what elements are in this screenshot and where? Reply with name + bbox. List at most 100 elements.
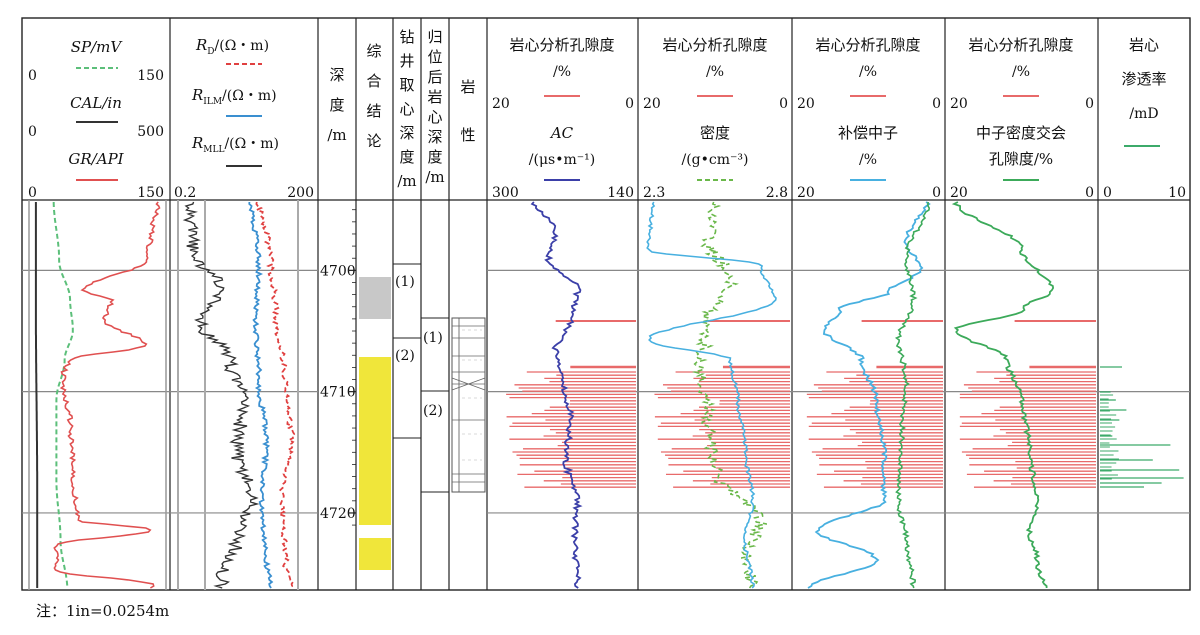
drill-label-char: 度 — [399, 148, 414, 166]
ac-unit: /(μs•m⁻¹) — [529, 152, 595, 168]
conclusion-label-char: 论 — [366, 132, 381, 150]
depth-label-char: 度 — [329, 96, 344, 114]
core-intervals: (1) (2) (1) (2) — [392, 263, 450, 493]
restored-interval-label: (2) — [423, 403, 443, 419]
den-por-unit: /% — [706, 64, 724, 80]
conclusion-gray-block — [359, 277, 391, 319]
lith-label-char: 性 — [460, 126, 475, 144]
cnl-track-header: 岩心分析孔隙度 /% 20 0 补偿中子 /% 20 0 — [797, 36, 941, 201]
den-por-min: 20 — [643, 96, 661, 112]
ac-label: AC — [549, 124, 574, 142]
cnl-max: 0 — [932, 185, 941, 201]
drill-interval-label: (1) — [395, 274, 415, 290]
restored-label-char: 深 — [427, 128, 442, 146]
restored-label-char: 后 — [427, 68, 442, 86]
drill-label-char: 井 — [399, 52, 414, 70]
ac-por-min: 20 — [492, 96, 510, 112]
conclusion-label-char: 综 — [366, 42, 381, 60]
drill-label-char: 取 — [399, 76, 414, 94]
lithology-column — [451, 317, 486, 493]
ac-track-header: 岩心分析孔隙度 /% 20 0 AC /(μs•m⁻¹) 300 140 — [492, 36, 634, 201]
perm-track-header: 岩心 渗透率 /mD 0 10 — [1103, 36, 1186, 201]
den-unit: /(g•cm⁻³) — [682, 152, 749, 168]
drill-label-char: 深 — [399, 124, 414, 142]
depth-labels: 4700 4710 4720 — [320, 209, 356, 526]
depth-label-char: /m — [327, 126, 346, 144]
nd-por-title: 岩心分析孔隙度 — [968, 36, 1073, 54]
nd-label2: 孔隙度/% — [989, 150, 1053, 168]
conclusion-label-char: 结 — [366, 102, 381, 120]
cnl-overlay — [646, 201, 777, 589]
cal-min: 0 — [28, 124, 37, 140]
log-curves — [34, 201, 1055, 589]
lith-label-char: 岩 — [460, 78, 475, 96]
lithology-header: 岩性 — [460, 78, 475, 144]
gr-min: 0 — [28, 185, 37, 201]
footnote: 注：1in=0.0254m — [36, 602, 170, 620]
perm-min: 0 — [1103, 185, 1112, 201]
lithology-box — [451, 317, 486, 493]
restored-interval — [420, 317, 450, 392]
sp-min: 0 — [28, 68, 37, 84]
rilm-label: RILM/(Ω・m) — [191, 86, 277, 107]
conclusion-yellow-block — [359, 357, 391, 525]
conclusion-yellow-block — [359, 538, 391, 570]
depth-tick-label: 4710 — [320, 385, 356, 401]
rmll-curve — [182, 201, 260, 589]
den-min: 2.3 — [643, 185, 665, 201]
rilm-curve — [248, 201, 274, 589]
restored-label-char: /m — [425, 168, 444, 186]
nd-min: 20 — [950, 185, 968, 201]
cnl-nd-overlay — [894, 201, 931, 589]
depth-tick-label: 4700 — [320, 263, 356, 279]
cal-label: CAL/in — [70, 94, 122, 112]
nd-por-unit: /% — [1012, 64, 1030, 80]
drill-label-char: /m — [397, 172, 416, 190]
sp-max: 150 — [137, 68, 164, 84]
depth-header: 深度/m — [327, 66, 346, 144]
rmll-label: RMLL/(Ω・m) — [191, 134, 279, 155]
cnl-por-unit: /% — [859, 64, 877, 80]
frame — [21, 17, 1191, 591]
restored-interval — [420, 390, 450, 493]
drill-label-char: 钻 — [399, 28, 414, 46]
conclusion-blocks — [359, 277, 391, 570]
cnl-por-title: 岩心分析孔隙度 — [815, 36, 920, 54]
restored-label-char: 位 — [427, 48, 442, 66]
ac-curve — [530, 201, 583, 589]
track1-grid — [28, 200, 299, 590]
sp-curve — [52, 202, 74, 588]
track2-header: RD/(Ω・m) RILM/(Ω・m) RMLL/(Ω・m) 0.2 200 — [174, 36, 314, 201]
nd-por-min: 20 — [950, 96, 968, 112]
perm-title: 岩心 — [1129, 36, 1159, 54]
nd-label: 中子密度交会 — [976, 124, 1066, 142]
nd-curve — [951, 201, 1055, 588]
cnl-por-min: 20 — [797, 96, 815, 112]
cnl-label: 补偿中子 — [838, 124, 898, 142]
gr-curve — [53, 201, 161, 589]
cnl-curve — [807, 201, 931, 589]
gr-max: 150 — [137, 185, 164, 201]
den-por-max: 0 — [779, 96, 788, 112]
perm-max: 10 — [1168, 185, 1186, 201]
nd-por-max: 0 — [1085, 96, 1094, 112]
restored-label-char: 归 — [427, 28, 442, 46]
den-track-header: 岩心分析孔隙度 /% 20 0 密度 /(g•cm⁻³) 2.3 2.8 — [643, 36, 788, 201]
nd-max: 0 — [1085, 185, 1094, 201]
rd-label: RD/(Ω・m) — [195, 36, 269, 57]
res-min: 0.2 — [174, 185, 196, 201]
cnl-por-max: 0 — [932, 96, 941, 112]
restored-label-char: 心 — [427, 108, 442, 126]
track-separators — [169, 18, 1099, 590]
cal-max: 500 — [137, 124, 164, 140]
cnl-min: 20 — [797, 185, 815, 201]
nd-track-header: 岩心分析孔隙度 /% 20 0 中子密度交会 孔隙度/% 20 0 — [950, 36, 1094, 201]
lithology-cross — [451, 377, 486, 391]
cal-curve — [34, 202, 39, 588]
restored-label-char: 度 — [427, 148, 442, 166]
res-max: 200 — [287, 185, 314, 201]
cnl-unit: /% — [859, 152, 877, 168]
perm-unit: /mD — [1129, 106, 1158, 122]
